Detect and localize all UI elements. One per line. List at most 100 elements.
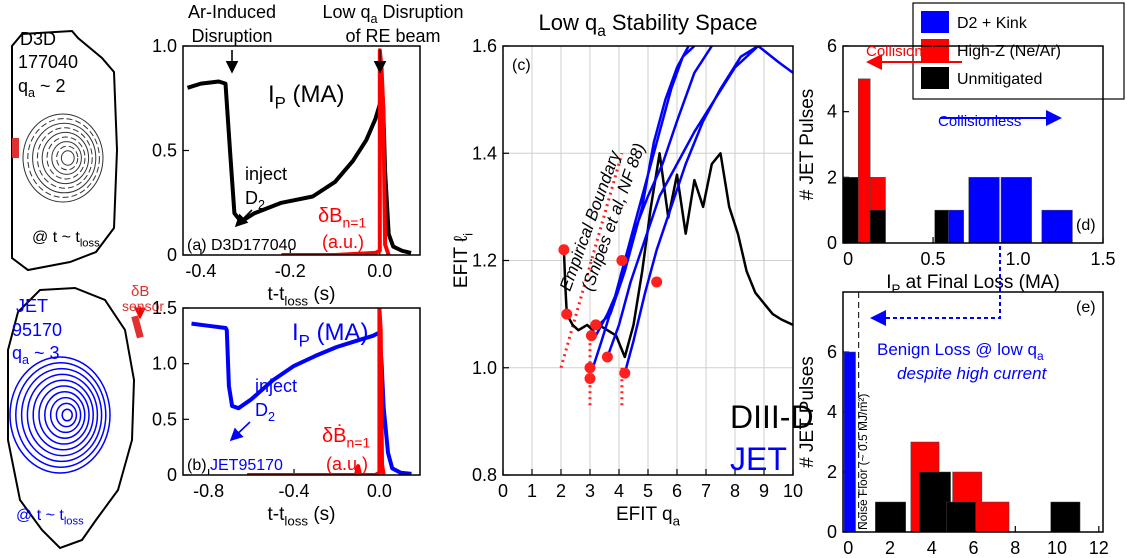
- y-tick-label: 1.5: [152, 298, 177, 318]
- flux-surface: [44, 391, 86, 439]
- x-axis-label: EFIT qa: [616, 504, 681, 528]
- disruption-marker: [616, 255, 628, 266]
- bar: [981, 501, 1010, 533]
- subscript: n=1: [342, 215, 366, 231]
- annotation: @ t ~ tloss: [16, 507, 84, 527]
- bar: [1050, 501, 1081, 533]
- y-tick-label: 2: [827, 462, 837, 482]
- series-line: [591, 46, 793, 374]
- annotation: inject: [255, 376, 297, 396]
- annotation: Low qa Disruption: [322, 2, 463, 26]
- connector: [870, 246, 1001, 326]
- text-part: D: [255, 400, 268, 420]
- subscript: 2: [258, 198, 265, 212]
- x-tick-label: 0: [843, 538, 853, 558]
- flux-surface: [27, 118, 100, 198]
- arrow: [229, 421, 251, 442]
- annotation: inject: [245, 164, 287, 184]
- series-line: [191, 321, 412, 475]
- text-part: q: [18, 76, 28, 96]
- legend-label: JET: [730, 441, 787, 477]
- subscript: a: [28, 86, 35, 100]
- annotation: (e): [1076, 299, 1096, 316]
- subscript: loss: [80, 237, 100, 249]
- annotation: JET95170: [210, 457, 283, 474]
- arrow: [234, 209, 253, 228]
- legend-label: High-Z (Ne/Ar): [957, 43, 1061, 60]
- text-part: δḂ: [322, 424, 346, 447]
- flux-surface: [49, 396, 82, 434]
- y-tick-label: 6: [827, 342, 837, 362]
- flux-surface: [38, 385, 90, 445]
- y-tick-label: 1.4: [472, 143, 497, 163]
- text-part: at Final Loss (MA): [900, 272, 1059, 293]
- x-tick-label: 12: [1089, 538, 1109, 558]
- plot-frame: [842, 291, 1104, 533]
- text-part: ~ 2: [35, 76, 66, 96]
- x-tick-label: -0.4: [185, 261, 216, 281]
- bar: [875, 501, 906, 533]
- text-part: (s): [308, 284, 335, 305]
- x-tick-label: 0.0: [367, 261, 392, 281]
- annotation: despite high current: [897, 364, 1048, 383]
- subscript: 2: [268, 410, 275, 424]
- legend-label: D2 + Kink: [957, 15, 1028, 32]
- flux-surface: [32, 379, 94, 451]
- x-tick-label: 8: [1010, 538, 1020, 558]
- y-tick-label: 1.0: [152, 36, 177, 56]
- x-tick-label: 1: [527, 481, 537, 501]
- y-tick-label: 0: [167, 465, 177, 485]
- annotation: IP (MA): [292, 319, 369, 351]
- flux-surface: [15, 362, 107, 468]
- flux-surface: [55, 402, 78, 428]
- x-tick-label: 6: [969, 538, 979, 558]
- text-part: ~ 3: [29, 343, 60, 363]
- flux-surface: [9, 356, 111, 474]
- x-tick-label: 2: [885, 538, 895, 558]
- y-tick-label: 1.0: [472, 358, 497, 378]
- jet-vessel: [7, 286, 136, 550]
- bar: [1041, 209, 1073, 244]
- bar: [918, 471, 951, 533]
- x-tick-label: 0: [498, 481, 508, 501]
- y-tick-label: 1.6: [472, 36, 497, 56]
- annotation: (c): [512, 57, 531, 74]
- bar: [968, 177, 1000, 244]
- disruption-marker: [585, 330, 597, 342]
- disruption-marker: [584, 372, 596, 384]
- subscript: a: [22, 353, 29, 367]
- legend-swatch: [921, 11, 949, 33]
- x-tick-label: 8: [730, 481, 740, 501]
- text-part: (MA): [286, 81, 345, 108]
- annotation: Benign Loss @ low qa: [877, 340, 1044, 363]
- x-tick-label: -0.4: [279, 481, 310, 501]
- text-part: @ t ~ t: [32, 229, 80, 246]
- annotation: (a.u.): [326, 454, 368, 474]
- flux-surface: [36, 127, 93, 189]
- legend-swatch: [921, 39, 949, 61]
- y-tick-label: 2: [827, 167, 837, 187]
- disruption-marker: [558, 244, 570, 256]
- text-part: Stability Space: [606, 10, 758, 35]
- annotation: D2: [245, 188, 265, 212]
- bar: [869, 209, 886, 244]
- flux-surface: [56, 145, 79, 171]
- disruption-marker: [651, 276, 663, 288]
- annotation: Collisionless: [938, 113, 1021, 130]
- subscript: a: [1037, 349, 1044, 363]
- annotation: (a.u.): [322, 232, 364, 252]
- x-tick-label: 4: [927, 538, 937, 558]
- y-tick-label: 0: [827, 522, 837, 542]
- x-tick-label: 0: [843, 249, 853, 269]
- text-part: D: [245, 188, 258, 208]
- bar: [858, 78, 871, 244]
- annotation: JET: [16, 296, 48, 316]
- subscript: P: [275, 94, 286, 113]
- annotation: Collisional: [866, 43, 934, 60]
- annotation: Disruption: [191, 26, 272, 46]
- text-part: I: [268, 81, 275, 108]
- annotation: D3D177040: [211, 237, 297, 254]
- x-axis-label: IP at Final Loss (MA): [886, 272, 1060, 296]
